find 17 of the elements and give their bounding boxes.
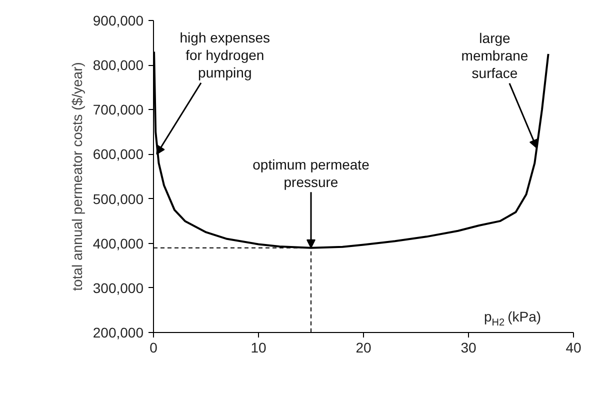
annotation: large membrane surface	[461, 30, 528, 82]
y-tick-label: 300,000	[92, 280, 144, 296]
x-tick-label: 20	[356, 340, 372, 356]
annotation: optimum permeate pressure	[252, 156, 370, 190]
x-tick-label: 10	[250, 340, 266, 356]
x-tick-label: 30	[460, 340, 476, 356]
y-axis-title: total annual permeator costs ($/year)	[68, 62, 85, 291]
y-tick-label: 500,000	[92, 190, 144, 207]
y-tick-label: 900,000	[92, 12, 144, 28]
y-tick-label: 400,000	[92, 235, 144, 252]
x-tick-label: 40	[566, 340, 582, 356]
annotation: high expenses for hydrogen pumping	[180, 29, 270, 81]
y-tick-label: 600,000	[92, 146, 144, 162]
y-tick-label: 800,000	[92, 57, 144, 74]
y-tick-label: 200,000	[92, 324, 144, 340]
y-tick-label: 700,000	[92, 102, 144, 118]
x-tick-label: 0	[150, 340, 158, 356]
